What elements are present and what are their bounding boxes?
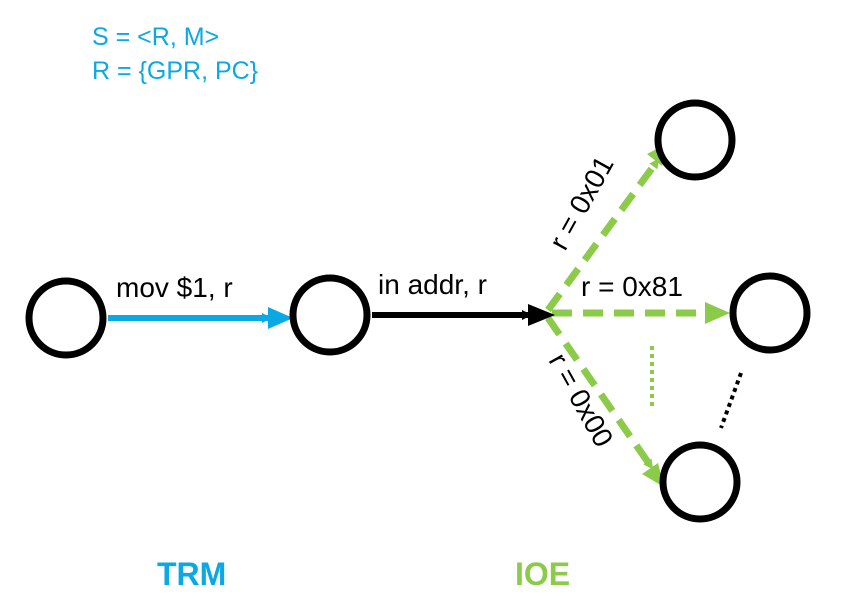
state-node-top (658, 103, 732, 177)
arrowhead-mov (268, 307, 293, 329)
edge-label-mov: mov $1, r (116, 272, 233, 303)
edge-label-branch-top: r = 0x01 (543, 151, 620, 255)
edge-label-branch-mid: r = 0x81 (581, 271, 683, 302)
edge-label-in: in addr, r (378, 269, 487, 300)
arrowhead-mid (705, 302, 730, 324)
state-node-middle (293, 278, 367, 352)
section-label-trm: TRM (157, 556, 226, 593)
section-label-ioe: IOE (515, 556, 570, 593)
state-node-bottom (663, 445, 737, 519)
state-node-right (733, 276, 807, 350)
state-node-start (29, 281, 103, 355)
ellipsis-black (721, 373, 741, 428)
